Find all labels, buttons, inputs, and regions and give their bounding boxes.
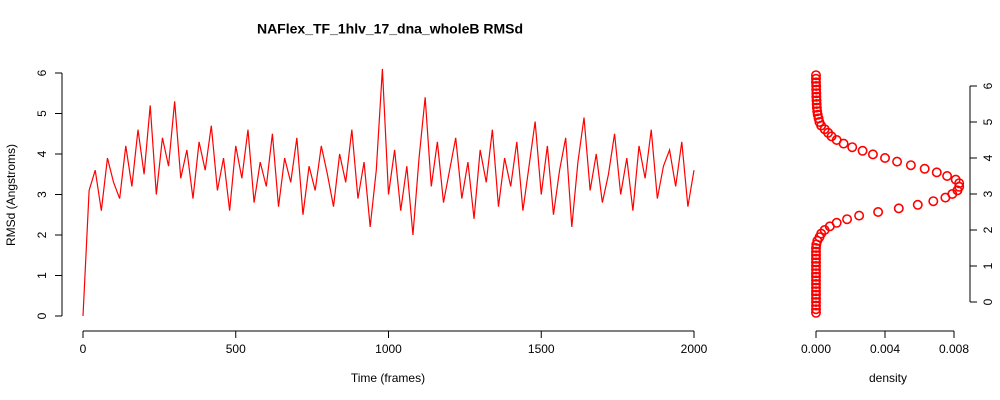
data-point [811,102,822,113]
data-point [810,293,821,304]
data-point [812,106,823,117]
data-point [810,271,821,282]
data-point [912,199,923,210]
data-point [931,167,942,178]
y-tick-label: 0 [981,298,995,305]
y-tick-label: 6 [35,69,49,76]
y-axis-label: RMSd (Angstroms) [4,144,18,246]
data-point [810,243,821,254]
data-point [810,268,821,279]
data-point [942,171,953,182]
data-point [810,260,821,271]
y-tick-label: 5 [35,110,49,117]
data-point [810,73,821,84]
data-point [810,278,821,289]
x-tick-label: 0.008 [939,342,969,356]
data-point [810,296,821,307]
data-point [905,160,916,171]
data-point [842,214,853,225]
y-tick-label: 4 [35,150,49,157]
y-tick-label: 6 [981,82,995,89]
x-tick-label: 0.004 [870,342,900,356]
data-point [811,95,822,106]
data-point [854,210,865,221]
x-axis-label: Time (frames) [351,371,425,385]
data-point [810,250,821,261]
data-point [810,307,821,318]
x-tick-label: 1500 [528,342,555,356]
y-tick-label: 3 [35,191,49,198]
data-line [82,68,695,317]
data-point [812,109,823,120]
x-tick-label: 1000 [375,342,402,356]
data-point [811,91,822,102]
data-point [810,275,821,286]
y-tick-label: 1 [981,262,995,269]
data-point [811,88,822,99]
y-tick-label: 2 [35,231,49,238]
data-point [811,84,822,95]
y-tick-label: 0 [35,312,49,319]
x-tick-label: 0.000 [801,342,831,356]
data-point [847,142,858,153]
data-point [811,81,822,92]
data-point [810,289,821,300]
x-tick-label: 0 [80,342,87,356]
data-point [879,153,890,164]
data-point [873,207,884,218]
y-tick-label: 1 [35,272,49,279]
data-point [810,286,821,297]
data-point [810,300,821,311]
data-point [811,99,822,110]
x-tick-label: 500 [226,342,246,356]
data-point [831,217,842,228]
data-point [810,264,821,275]
x-tick-label: 2000 [681,342,708,356]
y-tick-label: 5 [981,118,995,125]
data-point [810,253,821,264]
data-point [950,174,961,185]
data-point [810,77,821,88]
y-tick-label: 2 [981,226,995,233]
data-point [928,196,939,207]
chart-title: NAFlex_TF_1hlv_17_dna_wholeB RMSd [257,21,523,37]
data-point [893,203,904,214]
data-point [867,149,878,160]
data-point [810,246,821,257]
data-point [892,156,903,167]
data-point [919,163,930,174]
y-tick-label: 4 [981,154,995,161]
y-tick-label: 3 [981,190,995,197]
data-point [810,304,821,315]
data-point [857,145,868,156]
data-point [810,257,821,268]
data-point [810,282,821,293]
x-axis-label: density [869,371,907,385]
data-point [810,70,821,81]
